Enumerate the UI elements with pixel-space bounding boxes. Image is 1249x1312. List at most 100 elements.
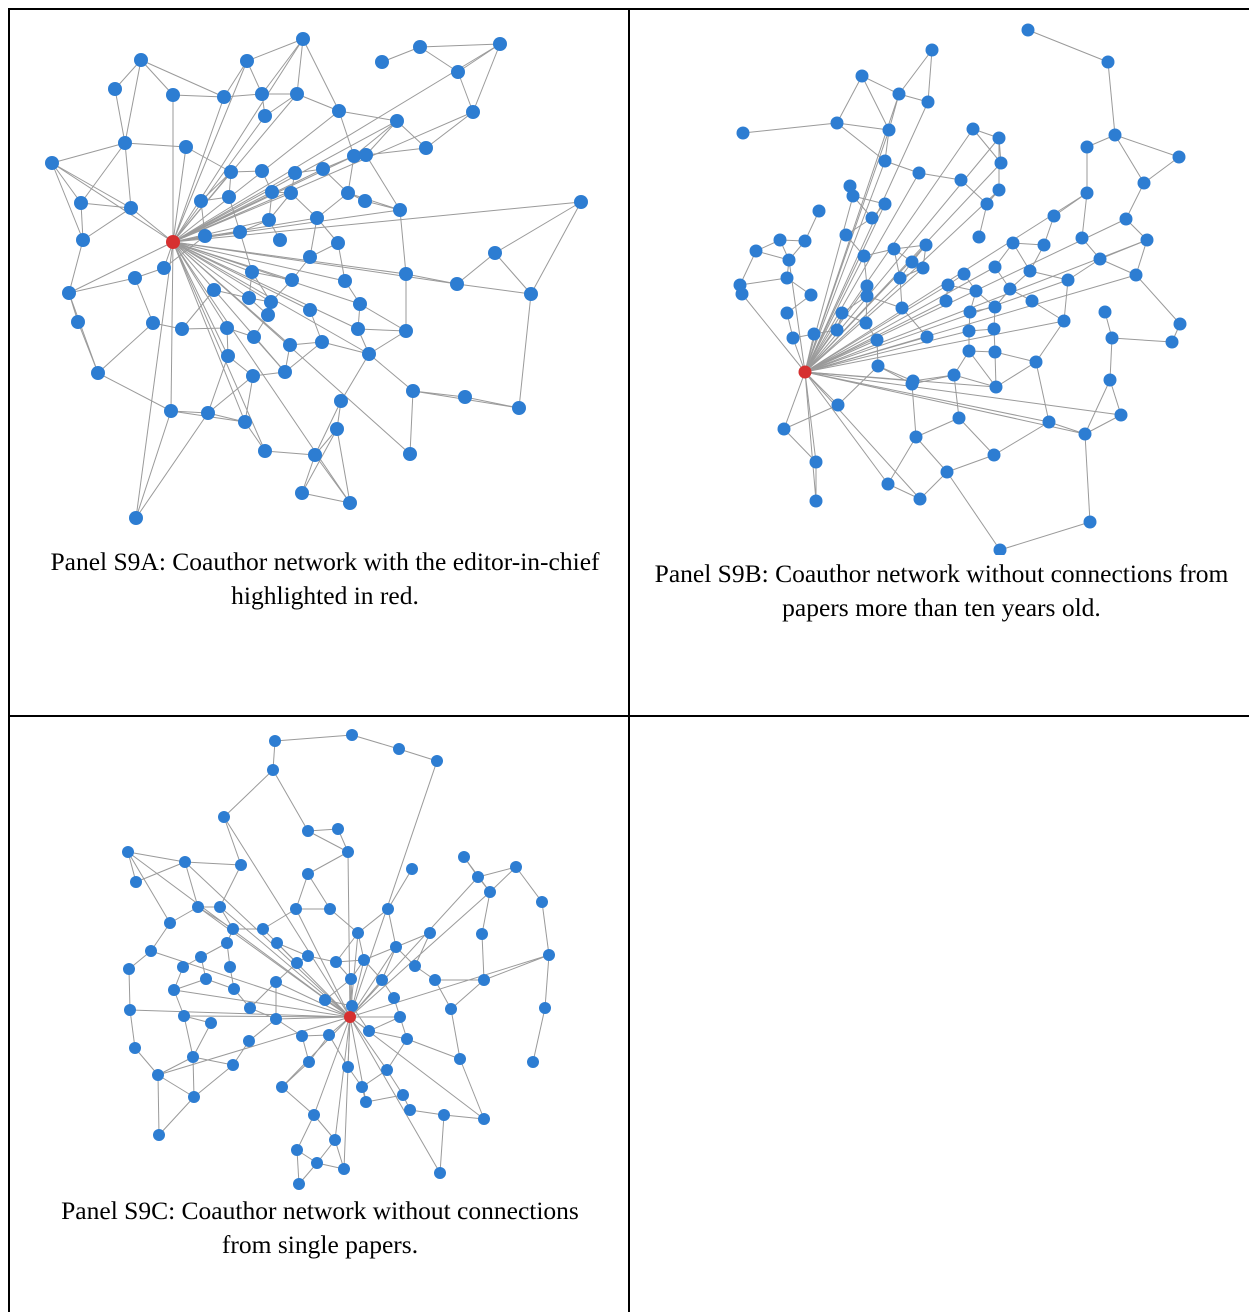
net-b-node: [972, 230, 986, 244]
net-a-nodes: [45, 32, 588, 525]
net-c-edge: [275, 1016, 351, 1020]
net-b-edge: [804, 244, 927, 373]
net-a-edge: [172, 219, 270, 243]
net-a-node: [273, 233, 287, 247]
net-a-node: [146, 316, 160, 330]
net-c-node: [270, 976, 282, 988]
net-a-node: [157, 261, 171, 275]
net-c-edge: [515, 866, 543, 903]
net-c-edge: [157, 1056, 194, 1076]
net-b-edges: [739, 29, 1181, 551]
net-a-edge: [172, 172, 296, 243]
net-c-edge: [307, 873, 331, 910]
net-a-edge: [399, 209, 407, 275]
net-c-node: [228, 983, 240, 995]
net-b-edge: [804, 371, 921, 500]
net-b-edge: [887, 436, 917, 485]
net-a-node: [332, 104, 346, 118]
net-a-node: [393, 203, 407, 217]
net-b-edge: [1114, 134, 1145, 184]
net-c-node: [342, 1061, 354, 1073]
net-a-node: [91, 366, 105, 380]
net-b-node: [1105, 331, 1119, 345]
net-c-node: [527, 1056, 539, 1068]
net-c-edge: [414, 932, 431, 967]
net-a-edge: [246, 38, 304, 62]
net-a-node: [574, 195, 588, 209]
net-c-edge: [351, 734, 400, 750]
net-c-edge: [365, 1094, 404, 1103]
net-b-node: [870, 333, 884, 347]
net-b-node: [1101, 55, 1115, 69]
net-b-node: [786, 331, 800, 345]
net-a-node: [128, 271, 142, 285]
net-c-node: [123, 963, 135, 975]
net-b-node: [980, 197, 994, 211]
net-b-edge: [804, 284, 949, 373]
net-a-node: [310, 211, 324, 225]
net-c-node: [352, 927, 364, 939]
net-b-node: [957, 267, 971, 281]
net-b-node: [1047, 209, 1061, 223]
net-a-node: [466, 105, 480, 119]
net-c-edge: [281, 1016, 351, 1088]
net-c-edge: [343, 1016, 351, 1170]
net-b-edge: [968, 350, 997, 388]
net-a-node: [330, 422, 344, 436]
net-a-node: [240, 54, 254, 68]
net-a-edge: [170, 241, 174, 412]
net-c-edge: [219, 864, 242, 908]
net-c-node: [381, 1064, 393, 1076]
net-c-edge: [173, 989, 351, 1018]
panel-s9c-cell: Panel S9C: Coauthor network without conn…: [10, 717, 628, 1312]
net-b-node: [987, 322, 1001, 336]
net-b-edge: [1027, 29, 1109, 63]
net-c-node: [276, 1081, 288, 1093]
net-a-edge: [321, 341, 370, 355]
net-c-edge: [192, 1056, 195, 1098]
net-a-node: [285, 273, 299, 287]
net-c-node: [200, 973, 212, 985]
net-b-edge: [861, 75, 900, 95]
net-c-edge: [483, 954, 550, 981]
net-b-node: [969, 284, 983, 298]
net-a-edge: [494, 252, 532, 295]
net-a-edge: [365, 147, 427, 156]
net-c-node: [153, 1129, 165, 1141]
net-b-node: [1140, 233, 1154, 247]
net-c-node: [543, 949, 555, 961]
net-b-node: [947, 368, 961, 382]
net-c-node: [409, 960, 421, 972]
net-b-edge: [953, 374, 960, 419]
net-c-node: [472, 871, 484, 883]
net-c-edge: [223, 816, 242, 866]
net-c-node: [478, 1113, 490, 1125]
net-b-edge: [1029, 270, 1069, 281]
net-a-node: [493, 37, 507, 51]
net-c-node: [382, 903, 394, 915]
net-c-edge: [532, 1007, 546, 1063]
net-b-node: [865, 211, 879, 225]
net-b-edge: [804, 371, 817, 502]
net-b-node: [860, 289, 874, 303]
net-c-edge: [477, 866, 517, 878]
net-c-node: [363, 1025, 375, 1037]
net-a-edge: [530, 201, 582, 295]
net-a-edge: [172, 241, 311, 311]
net-b-edge: [995, 361, 1037, 388]
net-b-edge: [1084, 433, 1091, 523]
net-b-edge: [804, 320, 1065, 373]
net-c-edge: [135, 861, 186, 883]
net-c-node: [397, 1089, 409, 1101]
net-a-node: [166, 88, 180, 102]
net-a-node: [413, 40, 427, 54]
net-c-edge: [157, 1016, 351, 1076]
net-c-edge: [313, 1016, 351, 1116]
net-c-node: [243, 1035, 255, 1047]
net-a-node: [238, 415, 252, 429]
net-c-edge: [334, 1016, 351, 1141]
net-a-node: [283, 338, 297, 352]
net-b-node: [871, 359, 885, 373]
empty-cell: [630, 717, 1249, 1312]
net-a-edge: [135, 410, 172, 519]
